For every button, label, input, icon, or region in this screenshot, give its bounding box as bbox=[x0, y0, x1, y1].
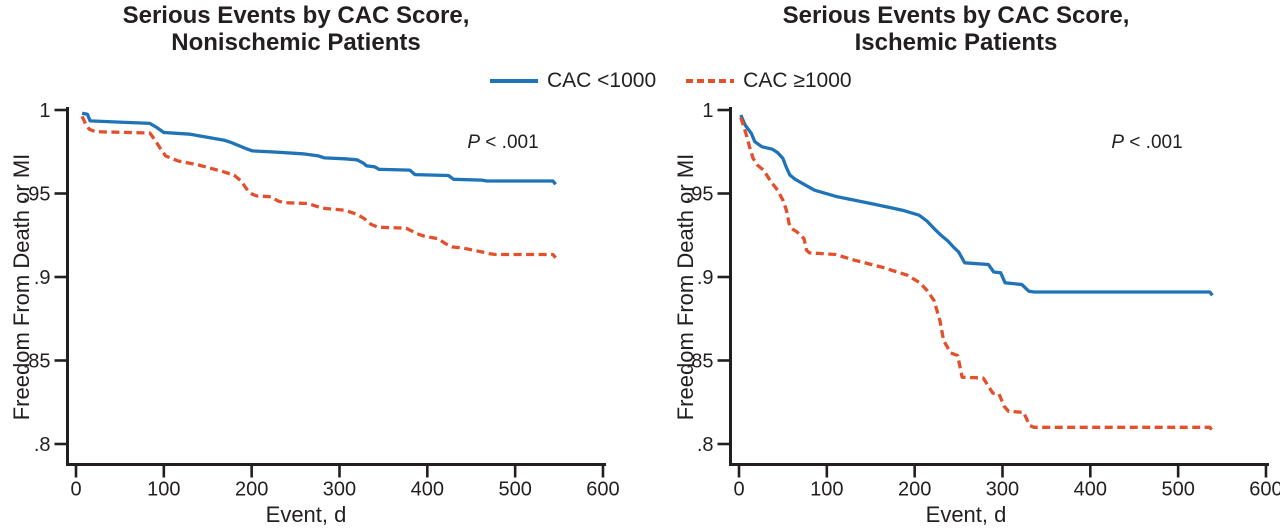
y-tick-label: .9 bbox=[697, 267, 714, 289]
chart-title-ischemic: Serious Events by CAC Score, Ischemic Pa… bbox=[746, 2, 1166, 56]
x-tick-label: 100 bbox=[147, 479, 180, 501]
curve-cac-ge-1000 bbox=[80, 115, 557, 259]
y-tick-label: .8 bbox=[34, 434, 51, 456]
curve-cac-lt-1000 bbox=[739, 114, 1214, 297]
p-value-symbol: P bbox=[1111, 132, 1125, 153]
x-tick-label: 400 bbox=[411, 479, 444, 501]
y-tick-label: .9 bbox=[34, 267, 51, 289]
y-tick-label: .8 bbox=[697, 434, 714, 456]
y-tick-label: 1 bbox=[39, 100, 50, 122]
chart-title-line: Nonischemic Patients bbox=[171, 29, 421, 56]
legend-line-dashed-icon bbox=[686, 79, 735, 83]
legend: CAC <1000 CAC ≥1000 bbox=[490, 68, 852, 94]
curve-cac-ge-1000 bbox=[739, 117, 1214, 432]
x-tick-label: 100 bbox=[810, 479, 843, 501]
p-value-text: < .001 bbox=[480, 132, 539, 153]
x-tick-label: 200 bbox=[235, 479, 268, 501]
x-tick-label: 300 bbox=[986, 479, 1019, 501]
legend-line-solid-icon bbox=[490, 79, 538, 83]
x-axis-title-left: Event, d bbox=[265, 502, 347, 527]
p-value-text: < .001 bbox=[1124, 132, 1183, 153]
p-value-left: P < .001 bbox=[467, 132, 538, 154]
chart-title-line: Serious Events by CAC Score, bbox=[782, 2, 1130, 29]
x-tick-label: 600 bbox=[1249, 479, 1280, 501]
legend-label-cac-ge-1000: CAC ≥1000 bbox=[743, 69, 852, 92]
chart-title-line: Serious Events by CAC Score, bbox=[122, 2, 470, 29]
chart-title-line: Ischemic Patients bbox=[854, 29, 1058, 56]
y-tick-label: .85 bbox=[686, 351, 714, 373]
y-tick-label: .95 bbox=[686, 184, 714, 206]
x-tick-label: 400 bbox=[1074, 479, 1107, 501]
p-value-right: P < .001 bbox=[1111, 132, 1182, 154]
x-tick-label: 0 bbox=[733, 479, 744, 501]
x-tick-label: 500 bbox=[1161, 479, 1194, 501]
x-tick-label: 500 bbox=[498, 479, 531, 501]
x-axis-title-right: Event, d bbox=[925, 502, 1007, 527]
x-tick-label: 300 bbox=[323, 479, 356, 501]
y-tick-label: .95 bbox=[23, 184, 51, 206]
x-tick-label: 600 bbox=[586, 479, 619, 501]
y-tick-label: .85 bbox=[23, 351, 51, 373]
legend-label-cac-lt-1000: CAC <1000 bbox=[547, 69, 657, 92]
x-tick-label: 200 bbox=[898, 479, 931, 501]
y-tick-label: 1 bbox=[702, 100, 713, 122]
x-tick-label: 0 bbox=[70, 479, 81, 501]
p-value-symbol: P bbox=[467, 132, 481, 153]
curve-cac-lt-1000 bbox=[81, 111, 557, 186]
chart-title-nonischemic: Serious Events by CAC Score, Nonischemic… bbox=[86, 2, 506, 56]
